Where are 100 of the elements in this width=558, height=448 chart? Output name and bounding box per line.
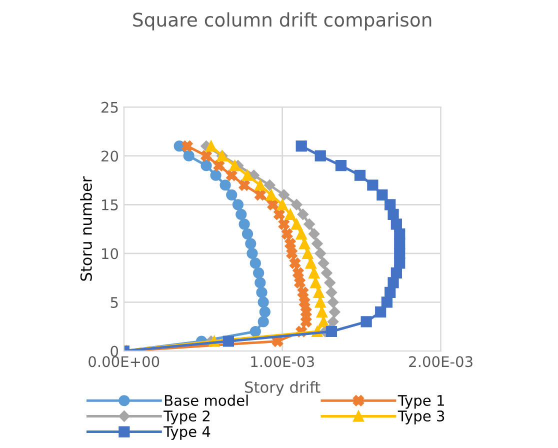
point <box>312 238 323 250</box>
point <box>314 296 326 308</box>
point <box>226 170 238 181</box>
point <box>183 150 194 162</box>
point <box>360 316 372 328</box>
point <box>354 170 366 181</box>
point <box>242 170 254 181</box>
y-tick-label: 25 <box>102 102 118 113</box>
legend-label: Type 1 <box>398 395 444 409</box>
point <box>254 277 266 288</box>
point <box>282 228 293 240</box>
point <box>294 277 306 288</box>
point <box>200 160 212 172</box>
point <box>297 208 309 220</box>
point <box>200 150 212 162</box>
point <box>267 199 278 210</box>
point <box>394 228 406 240</box>
point <box>335 160 347 172</box>
point <box>250 326 261 338</box>
point <box>254 180 266 191</box>
point <box>314 248 326 260</box>
point <box>327 316 339 328</box>
y-tick-label: 20 <box>102 150 118 162</box>
point <box>298 238 310 250</box>
legend-label: Type 4 <box>164 426 210 440</box>
point <box>264 180 276 191</box>
point <box>222 336 234 347</box>
point <box>238 218 250 230</box>
x-tick-label: 2.00E-03 <box>409 356 472 368</box>
point <box>229 160 240 172</box>
point <box>302 248 314 259</box>
point <box>291 218 302 230</box>
point <box>314 150 326 162</box>
point <box>376 189 388 200</box>
point <box>313 286 324 298</box>
point <box>286 248 298 259</box>
point <box>308 267 320 279</box>
point <box>289 258 301 269</box>
point <box>297 286 309 298</box>
point <box>384 286 396 298</box>
point <box>388 208 399 220</box>
point <box>298 296 310 308</box>
x-axis-title: Story drift <box>245 381 320 396</box>
point <box>316 306 328 318</box>
point <box>245 238 256 250</box>
y-tick-label: 15 <box>102 200 118 210</box>
point <box>300 306 312 318</box>
point <box>284 208 296 220</box>
point <box>284 238 296 250</box>
point <box>258 296 269 308</box>
point <box>205 140 217 152</box>
point <box>226 189 238 200</box>
point <box>253 267 264 279</box>
point <box>254 189 266 200</box>
y-tick-label: 0 <box>110 346 118 357</box>
chart-title: Square column drift comparison <box>133 12 432 30</box>
point <box>381 296 392 308</box>
point <box>375 306 386 318</box>
point <box>390 218 402 230</box>
y-tick-label: 10 <box>102 248 118 260</box>
point <box>259 306 270 318</box>
point <box>304 218 315 230</box>
point <box>278 189 290 200</box>
legend-label: Type 3 <box>398 410 444 424</box>
point <box>256 286 268 298</box>
y-tick-label: 5 <box>110 297 118 308</box>
point <box>242 228 254 240</box>
point <box>296 228 307 240</box>
point <box>310 277 322 288</box>
point <box>321 267 332 279</box>
point <box>276 199 288 210</box>
point <box>246 248 258 259</box>
point <box>258 316 269 328</box>
point <box>232 199 244 210</box>
point <box>210 170 222 181</box>
y-axis-title: Storu number <box>80 176 92 281</box>
point <box>292 267 304 279</box>
point <box>367 180 378 191</box>
x-tick-label: 1.00E-03 <box>251 356 314 368</box>
x-tick-label: 0.00E+00 <box>88 356 160 368</box>
point <box>390 267 402 279</box>
point <box>327 296 339 308</box>
point <box>326 326 338 338</box>
point <box>266 189 277 200</box>
point <box>329 306 340 318</box>
point <box>296 140 307 152</box>
point <box>326 286 338 298</box>
point <box>324 277 336 288</box>
legend-label: Type 2 <box>164 410 210 424</box>
point <box>388 277 399 288</box>
point <box>300 316 312 328</box>
point <box>308 228 320 240</box>
point <box>220 180 231 191</box>
point <box>213 160 225 172</box>
point <box>238 180 250 191</box>
point <box>305 258 316 269</box>
point <box>250 258 261 269</box>
point <box>182 140 193 152</box>
point <box>318 316 330 328</box>
point <box>318 258 330 269</box>
